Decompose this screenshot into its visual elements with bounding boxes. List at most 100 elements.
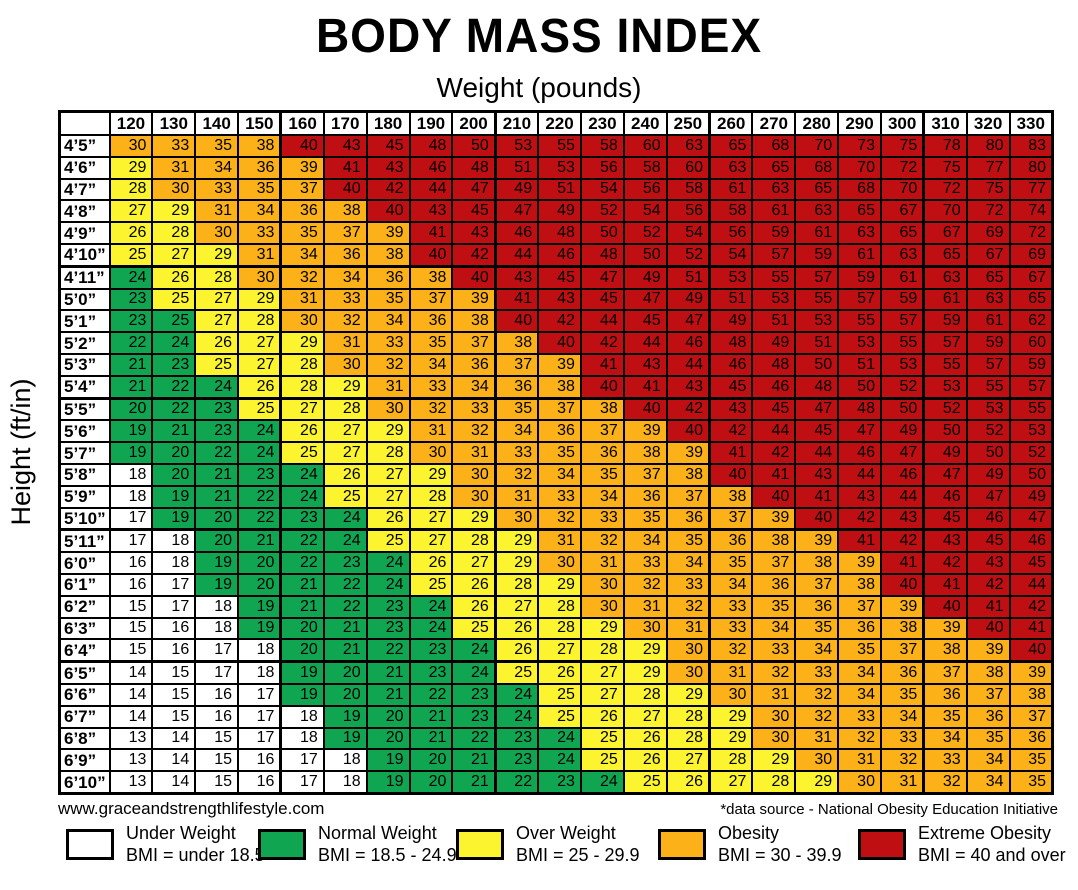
height-row-header: 5’10” <box>58 506 111 531</box>
table-row: 4’11” 24 26 28 30 32 34 36 38 40 43 45 47 49 51 53 55 57 5… <box>58 264 1054 290</box>
weight-column-header: 190 <box>408 110 454 136</box>
bmi-cell: 29 <box>108 155 154 180</box>
bmi-cell: 41 <box>408 221 454 245</box>
bmi-cell: 24 <box>493 704 540 729</box>
bmi-cell: 30 <box>451 462 497 487</box>
bmi-cell: 31 <box>751 682 797 707</box>
bmi-cell: 22 <box>194 441 240 465</box>
bmi-cell: 21 <box>408 704 454 729</box>
bmi-cell: 36 <box>365 264 411 290</box>
bmi-cell: 63 <box>794 199 840 224</box>
legend-label: Normal Weight <box>318 822 437 843</box>
bmi-cell: 18 <box>279 726 325 751</box>
bmi-cell: 40 <box>408 242 454 268</box>
footer: www.graceandstrengthlifestyle.com *data … <box>58 799 1058 819</box>
bmi-cell: 15 <box>108 638 154 663</box>
bmi-cell: 57 <box>922 331 968 355</box>
bmi-cell: 68 <box>837 177 882 202</box>
bmi-cell: 45 <box>794 419 840 444</box>
bmi-cell: 72 <box>1008 221 1054 245</box>
weight-column-header: 320 <box>965 110 1011 136</box>
bmi-cell: 48 <box>408 134 454 158</box>
bmi-cell: 50 <box>879 396 925 422</box>
bmi-cell: 39 <box>622 419 668 444</box>
bmi-cell: 30 <box>537 551 582 575</box>
bmi-cell: 27 <box>237 331 282 355</box>
table-row: 4’7” 28 30 33 35 37 40 42 44 47 49 51 54 56 58 61 63 65 68… <box>58 177 1054 202</box>
bmi-cell: 62 <box>1008 309 1054 334</box>
legend-item-obesity: Obesity BMI = 30 - 39.9 <box>658 823 842 866</box>
bmi-cell: 55 <box>537 134 582 158</box>
bmi-cell: 24 <box>279 484 325 509</box>
bmi-cell: 42 <box>837 506 882 531</box>
bmi-cell: 20 <box>108 396 154 422</box>
bmi-cell: 21 <box>108 352 154 377</box>
bmi-cell: 49 <box>879 419 925 444</box>
bmi-cell: 25 <box>408 572 454 597</box>
height-row-header: 6’10” <box>58 770 111 795</box>
bmi-cell: 35 <box>665 528 711 554</box>
bmi-cell: 28 <box>751 770 797 795</box>
bmi-cell: 36 <box>279 199 325 224</box>
bmi-cell: 33 <box>579 506 625 531</box>
bmi-cell: 27 <box>365 462 411 487</box>
bmi-cell: 40 <box>665 419 711 444</box>
legend-label: Under Weight <box>126 822 236 843</box>
bmi-cell: 26 <box>665 770 711 795</box>
bmi-cell: 17 <box>108 528 154 554</box>
bmi-cell: 59 <box>837 264 882 290</box>
bmi-cell: 29 <box>451 506 497 531</box>
bmi-cell: 24 <box>365 572 411 597</box>
bmi-cell: 46 <box>493 221 540 245</box>
bmi-cell: 32 <box>794 682 840 707</box>
bmi-cell: 33 <box>708 594 754 619</box>
bmi-cell: 50 <box>622 242 668 268</box>
bmi-cell: 43 <box>922 528 968 554</box>
bmi-cell: 30 <box>151 177 197 202</box>
bmi-cell: 30 <box>708 682 754 707</box>
bmi-cell: 32 <box>279 264 325 290</box>
obesity-swatch <box>658 828 706 860</box>
bmi-cell: 22 <box>493 770 540 795</box>
bmi-cell: 53 <box>879 352 925 377</box>
bmi-cell: 30 <box>794 748 840 773</box>
bmi-cell: 18 <box>108 462 154 487</box>
weight-column-header: 230 <box>579 110 625 136</box>
bmi-cell: 25 <box>151 309 197 334</box>
bmi-cell: 49 <box>965 462 1011 487</box>
bmi-cell: 36 <box>837 616 882 641</box>
bmi-cell: 32 <box>451 419 497 444</box>
bmi-cell: 42 <box>537 309 582 334</box>
bmi-cell: 33 <box>408 374 454 400</box>
bmi-cell: 70 <box>922 199 968 224</box>
bmi-cell: 40 <box>1008 638 1054 663</box>
bmi-cell: 53 <box>537 155 582 180</box>
bmi-cell: 35 <box>408 331 454 355</box>
bmi-cell: 22 <box>322 594 368 619</box>
bmi-cell: 55 <box>922 352 968 377</box>
bmi-cell: 28 <box>665 704 711 729</box>
bmi-cell: 38 <box>665 462 711 487</box>
bmi-cell: 61 <box>837 242 882 268</box>
bmi-cell: 24 <box>408 594 454 619</box>
bmi-cell: 25 <box>194 352 240 377</box>
bmi-cell: 55 <box>1008 396 1054 422</box>
bmi-cell: 15 <box>108 594 154 619</box>
bmi-cell: 32 <box>794 704 840 729</box>
bmi-cell: 39 <box>537 352 582 377</box>
bmi-cell: 57 <box>751 242 797 268</box>
bmi-cell: 49 <box>665 287 711 312</box>
bmi-cell: 77 <box>1008 177 1054 202</box>
bmi-cell: 27 <box>151 242 197 268</box>
bmi-cell: 18 <box>108 484 154 509</box>
bmi-cell: 34 <box>794 638 840 663</box>
bmi-cell: 33 <box>537 484 582 509</box>
bmi-cell: 21 <box>279 572 325 597</box>
bmi-cell: 48 <box>751 352 797 377</box>
bmi-cell: 15 <box>194 748 240 773</box>
bmi-cell: 22 <box>365 638 411 663</box>
bmi-cell: 17 <box>151 572 197 597</box>
bmi-cell: 14 <box>151 748 197 773</box>
bmi-cell: 31 <box>194 199 240 224</box>
bmi-cell: 20 <box>279 616 325 641</box>
